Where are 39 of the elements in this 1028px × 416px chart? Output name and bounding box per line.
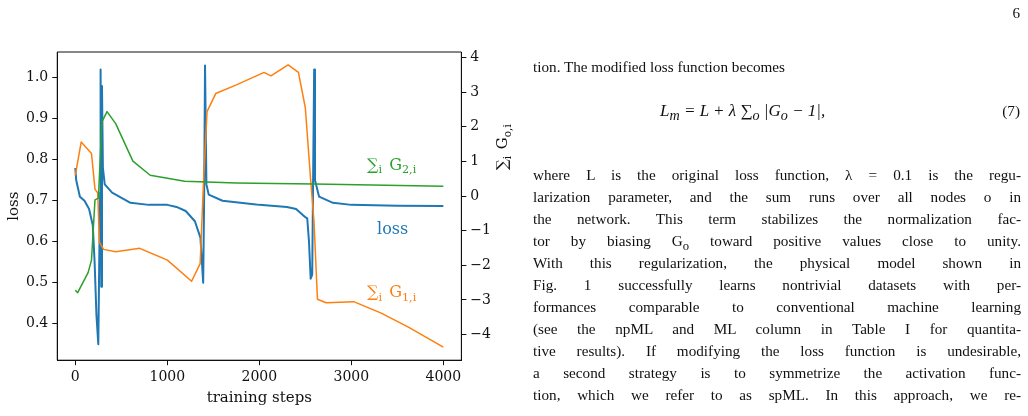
- y2-tick-label: 0: [470, 186, 480, 203]
- text: tion. The modified loss function becomes: [533, 58, 786, 76]
- text: tion, which we refer to as spML. In this approach, we re-: [533, 386, 1021, 404]
- y2-tick-label: 2: [470, 117, 480, 134]
- text: a second strategy is to symmetrize the activation func-: [533, 364, 1021, 382]
- x-tick-label: 4000: [425, 368, 462, 385]
- series-label: loss: [377, 218, 409, 238]
- y-tick-label: 0.5: [26, 273, 49, 290]
- y-tick-label: 0.6: [26, 232, 49, 249]
- text: larization parameter, and the sum runs over all nodes o in: [533, 188, 1021, 206]
- y-tick-label: 0.8: [26, 150, 49, 167]
- x-tick-label: 0: [70, 368, 80, 385]
- y2-tick-label: −1: [470, 221, 491, 238]
- y2-tick-label: −2: [470, 255, 491, 272]
- text: the network. This term stabilizes the normalization fac-: [533, 210, 1021, 228]
- x-tick-label: 3000: [333, 368, 370, 385]
- y-tick-label: 0.4: [26, 314, 49, 331]
- y-tick-label: 0.7: [26, 191, 49, 208]
- y2-tick-label: 4: [470, 48, 480, 65]
- y2-tick-label: −4: [470, 325, 492, 342]
- text: formances comparable to conventional machine learning: [533, 298, 1021, 316]
- y2-tick-label: 1: [470, 152, 480, 169]
- text: (see the npML and ML column in Table I for quantita-: [533, 320, 1021, 338]
- y-tick-label: 1.0: [26, 68, 49, 85]
- y-tick-label: 0.9: [26, 109, 49, 126]
- y2-tick-label: 3: [470, 82, 480, 99]
- text: L$_{m}$ = L + λ ∑$_{o}$ |G$_{o}$ − 1|,: [660, 101, 826, 125]
- text: (7): [1001, 102, 1020, 120]
- x-axis-title: training steps: [206, 388, 312, 407]
- text: tive results). If modifying the loss function is undesirable,: [533, 342, 1021, 360]
- text: 6: [1011, 4, 1020, 22]
- text: where L is the original loss function, λ = 0.1 is the regu-: [533, 166, 1021, 184]
- x-tick-label: 1000: [149, 368, 186, 385]
- text: With this regularization, the physical model shown in: [533, 254, 1021, 272]
- caption: Fig. 1 successfully learns nontrivial datasets with per-: [533, 276, 1021, 294]
- y2-tick-label: −3: [470, 290, 491, 307]
- y-axis-title: loss: [3, 191, 22, 221]
- text: tor by biasing G$_{o}$ toward positive values close to unity.: [533, 232, 1021, 254]
- x-tick-label: 2000: [241, 368, 278, 385]
